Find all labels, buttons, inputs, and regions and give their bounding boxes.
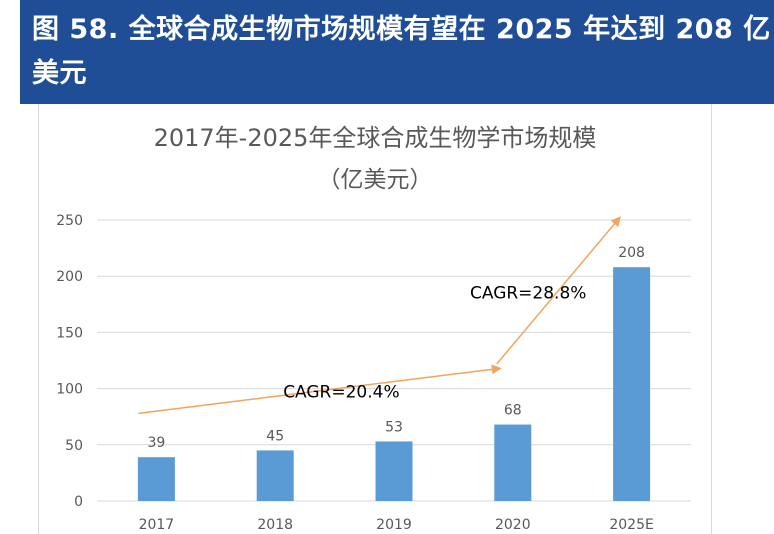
bar-2017 (137, 457, 175, 501)
bar-2018 (256, 450, 294, 501)
chart-subtitle: （亿美元） (317, 167, 433, 193)
x-tick-label: 2020 (495, 517, 531, 533)
figure-header: 图 58. 全球合成生物市场规模有望在 2025 年达到 208 亿美元 (20, 0, 774, 104)
x-tick-label: 2018 (257, 517, 293, 533)
cagr-arrow-1 (138, 364, 502, 415)
bar-2019 (375, 441, 413, 501)
y-tick-label: 0 (74, 494, 83, 510)
y-tick-label: 250 (56, 213, 83, 229)
bar-2025e (613, 267, 651, 501)
data-label: 39 (147, 435, 165, 451)
data-label: 208 (618, 245, 645, 261)
data-label: 45 (266, 428, 284, 444)
y-tick-label: 50 (65, 438, 83, 454)
y-tick-label: 150 (56, 325, 83, 341)
chart-title: 2017年-2025年全球合成生物学市场规模 (153, 124, 597, 152)
cagr-arrow-2 (496, 216, 621, 365)
bar-chart: 0 50 100 150 200 250 39 2017 45 2018 53 2019 68 2020 2… (56, 213, 691, 533)
data-label: 68 (504, 403, 522, 419)
cagr-label-1: CAGR=20.4% (283, 383, 399, 403)
y-tick-label: 200 (56, 269, 83, 285)
chart-area: 2017年-2025年全球合成生物学市场规模 （亿美元） 0 50 100 150 20… (38, 104, 712, 534)
x-tick-label: 2019 (376, 517, 412, 533)
data-label: 53 (385, 419, 403, 435)
cagr-label-2: CAGR=28.8% (470, 284, 586, 304)
x-tick-label: 2025E (609, 517, 653, 533)
y-tick-label: 100 (56, 382, 83, 398)
figure-title: 图 58. 全球合成生物市场规模有望在 2025 年达到 208 亿美元 (32, 14, 771, 89)
bar-2020 (494, 424, 532, 501)
x-tick-label: 2017 (139, 517, 175, 533)
